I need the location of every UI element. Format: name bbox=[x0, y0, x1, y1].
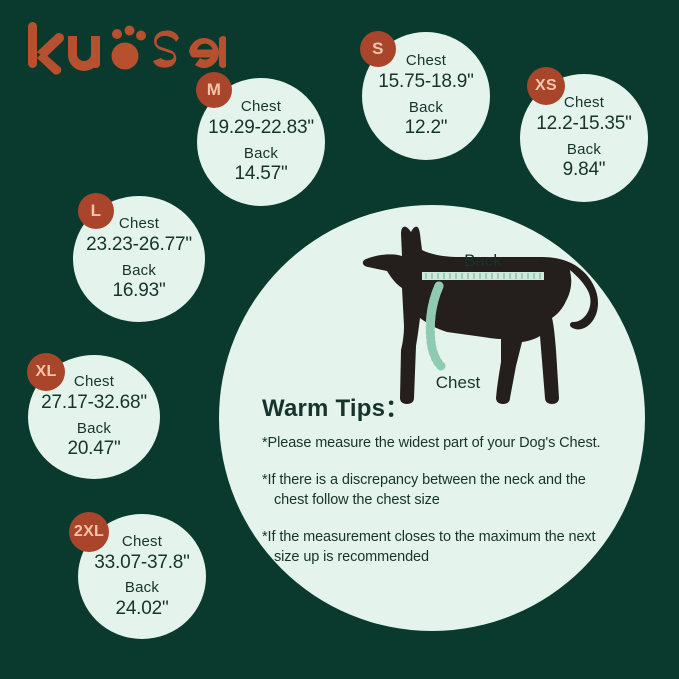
size-badge-label: 2XL bbox=[73, 523, 105, 540]
dog-silhouette-shape bbox=[362, 226, 598, 404]
size-badge-label: XL bbox=[35, 363, 57, 380]
warm-tips-item-1: *Please measure the widest part of your … bbox=[262, 435, 601, 451]
warm-tips-block: Warm Tips： *Please measure the widest pa… bbox=[262, 388, 612, 567]
warm-tips-title: Warm Tips： bbox=[262, 395, 410, 422]
back-label: Back bbox=[566, 140, 602, 158]
size-badge-2xl: 2XL bbox=[69, 512, 109, 552]
chest-value: 15.75-18.9" bbox=[378, 71, 474, 93]
chest-label: Chest bbox=[563, 94, 605, 112]
chest-value: 23.23-26.77" bbox=[86, 234, 192, 256]
size-badge-label: XS bbox=[535, 77, 557, 94]
size-badge-label: L bbox=[90, 201, 102, 220]
brand-logo bbox=[26, 22, 226, 80]
back-label: Back bbox=[243, 144, 279, 162]
chest-value: 12.2-15.35" bbox=[536, 113, 632, 135]
size-badge-xl: XL bbox=[27, 353, 65, 391]
size-badge-m: M bbox=[196, 72, 232, 108]
back-value: 9.84" bbox=[562, 159, 606, 181]
chest-tape-measure bbox=[425, 281, 446, 371]
back-tape-measure bbox=[422, 272, 544, 280]
back-value: 14.57" bbox=[234, 163, 288, 185]
size-bubble-m: Chest 19.29-22.83" Back 14.57" bbox=[197, 78, 325, 206]
size-badge-label: S bbox=[372, 39, 384, 58]
dog-measurement-diagram: Back Chest bbox=[340, 222, 630, 407]
back-label: Back bbox=[124, 579, 160, 596]
warm-tips-item-3: *If the measurement closes to the maximu… bbox=[262, 529, 596, 565]
back-label-text: Back bbox=[464, 251, 502, 270]
warm-tips-item-2: *If there is a discrepancy between the n… bbox=[262, 472, 586, 508]
back-label: Back bbox=[76, 419, 112, 437]
size-badge-l: L bbox=[78, 193, 114, 229]
back-value: 16.93" bbox=[112, 280, 166, 302]
chest-label: Chest bbox=[240, 98, 282, 116]
size-badge-s: S bbox=[360, 31, 396, 67]
size-badge-label: M bbox=[206, 80, 222, 99]
chest-label: Chest bbox=[405, 52, 447, 70]
chest-value: 19.29-22.83" bbox=[208, 117, 314, 139]
back-label: Back bbox=[121, 261, 157, 279]
back-value: 20.47" bbox=[67, 438, 121, 460]
back-value: 24.02" bbox=[115, 597, 169, 619]
chest-value: 33.07-37.8" bbox=[94, 551, 190, 573]
chest-label: Chest bbox=[121, 532, 163, 550]
back-label: Back bbox=[408, 98, 444, 116]
back-value: 12.2" bbox=[404, 117, 448, 139]
chest-label-text: Chest bbox=[436, 373, 481, 392]
chest-label: Chest bbox=[118, 215, 160, 233]
chest-label: Chest bbox=[73, 373, 115, 391]
chest-value: 27.17-32.68" bbox=[41, 392, 147, 414]
size-badge-xs: XS bbox=[527, 67, 565, 105]
